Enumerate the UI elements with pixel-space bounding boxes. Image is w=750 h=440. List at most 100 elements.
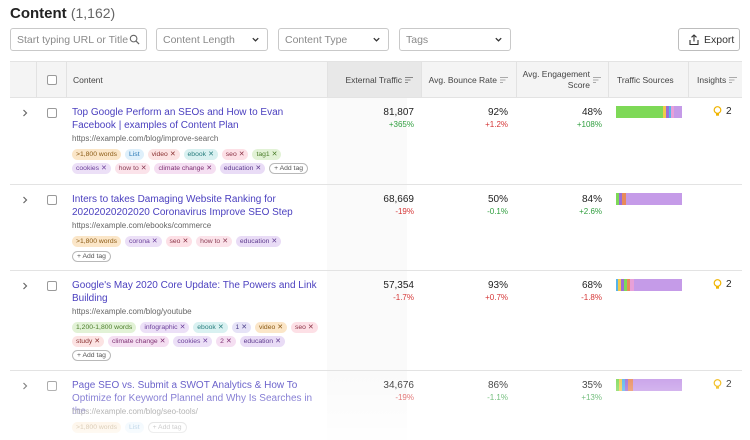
add-tag-button[interactable]: + Add tag [72, 350, 111, 361]
tag-chip[interactable]: 1 ✕ [231, 322, 251, 333]
bounce-rate-delta: +0.7% [485, 293, 508, 302]
remove-tag-icon[interactable]: ✕ [275, 338, 281, 345]
tag-chip[interactable]: corona ✕ [125, 236, 162, 247]
tag-chip[interactable]: infographic ✕ [140, 322, 190, 333]
column-external-traffic[interactable]: External Traffic [327, 62, 421, 97]
tag-chip[interactable]: ebook ✕ [183, 149, 218, 160]
insights-count[interactable]: 2 [713, 279, 732, 290]
tag-chip[interactable]: ebook ✕ [193, 322, 228, 333]
export-button[interactable]: Export [678, 28, 740, 51]
sort-icon [729, 76, 738, 83]
insights-count[interactable]: 2 [713, 379, 732, 390]
tag-list: >1,800 words List video ✕ ebook ✕ seo ✕ tag… [72, 149, 322, 174]
tag-chip[interactable]: climate change ✕ [154, 163, 216, 174]
remove-tag-icon[interactable]: ✕ [208, 151, 214, 158]
remove-tag-icon[interactable]: ✕ [202, 338, 209, 345]
remove-tag-icon[interactable]: ✕ [271, 151, 278, 158]
remove-tag-icon[interactable]: ✕ [217, 324, 224, 331]
tag-list: >1,800 words corona ✕ seo ✕ how to ✕ educat… [72, 236, 322, 262]
tag-chip[interactable]: List [125, 422, 144, 433]
remove-tag-icon[interactable]: ✕ [225, 338, 232, 345]
content-title-link[interactable]: Top Google Perform an SEOs and How to Ev… [72, 107, 284, 131]
tag-chip[interactable]: study ✕ [72, 336, 104, 347]
external-traffic-value: 34,676 [383, 380, 414, 391]
remove-tag-icon[interactable]: ✕ [255, 165, 262, 172]
tag-chip[interactable]: seo ✕ [290, 322, 318, 333]
remove-tag-icon[interactable]: ✕ [271, 238, 278, 245]
chevron-right-icon[interactable] [21, 282, 29, 290]
row-checkbox[interactable] [47, 195, 57, 205]
tag-chip[interactable]: education ✕ [235, 236, 282, 247]
insights-count[interactable]: 2 [713, 106, 732, 117]
content-title-link[interactable]: Google's May 2020 Core Update: The Power… [72, 280, 317, 304]
remove-tag-icon[interactable]: ✕ [182, 238, 189, 245]
bounce-rate-delta: -1.1% [487, 393, 508, 402]
tag-chip[interactable]: video ✕ [255, 322, 287, 333]
traffic-sources-bar[interactable] [616, 279, 682, 291]
tag-chip[interactable]: cookies ✕ [173, 336, 213, 347]
row-checkbox[interactable] [47, 281, 57, 291]
table-row[interactable]: Google's May 2020 Core Update: The Power… [10, 271, 742, 371]
column-insights[interactable]: Insights [688, 62, 742, 97]
chevron-right-icon[interactable] [21, 109, 29, 117]
tag-chip[interactable]: how to ✕ [114, 163, 151, 174]
remove-tag-icon[interactable]: ✕ [238, 151, 245, 158]
remove-tag-icon[interactable]: ✕ [179, 324, 186, 331]
remove-tag-icon[interactable]: ✕ [206, 165, 212, 172]
external-traffic-delta: -19% [395, 207, 414, 216]
add-tag-button[interactable]: + Add tag [269, 163, 309, 174]
tag-chip[interactable]: seo ✕ [165, 236, 193, 247]
chevron-right-icon[interactable] [21, 382, 29, 390]
tag-chip[interactable]: climate change ✕ [107, 336, 170, 347]
traffic-sources-bar[interactable] [616, 106, 682, 118]
tag-chip[interactable]: >1,800 words [72, 422, 121, 433]
tag-chip[interactable]: >1,800 words [72, 149, 121, 160]
search-input[interactable]: Start typing URL or Title [10, 28, 147, 51]
row-checkbox[interactable] [47, 381, 57, 391]
tag-chip[interactable]: 2 ✕ [216, 336, 236, 347]
column-content[interactable]: Content [66, 62, 327, 97]
remove-tag-icon[interactable]: ✕ [169, 151, 176, 158]
tag-chip[interactable]: >1,800 words [72, 236, 121, 247]
content-type-select[interactable]: Content Type [278, 28, 389, 51]
add-tag-button[interactable]: + Add tag [72, 251, 111, 262]
tag-chip[interactable]: video ✕ [147, 149, 180, 160]
remove-tag-icon[interactable]: ✕ [307, 324, 314, 331]
remove-tag-icon[interactable]: ✕ [277, 324, 283, 331]
engagement-score-value: 35% [581, 380, 602, 391]
remove-tag-icon[interactable]: ✕ [159, 338, 166, 345]
engagement-score-value: 84% [581, 194, 602, 205]
tag-chip[interactable]: seo ✕ [221, 149, 249, 160]
tag-chip[interactable]: tag1 ✕ [252, 149, 282, 160]
tag-chip[interactable]: education ✕ [219, 163, 266, 174]
remove-tag-icon[interactable]: ✕ [222, 238, 228, 245]
column-engagement-score[interactable]: Avg. Engagement Score [516, 62, 608, 97]
add-tag-button[interactable]: + Add tag [147, 422, 187, 433]
engagement-score-value: 48% [581, 107, 602, 118]
column-bounce-rate[interactable]: Avg. Bounce Rate [421, 62, 516, 97]
traffic-sources-bar[interactable] [616, 379, 682, 391]
table-row[interactable]: Inters to takes Damaging Website Ranking… [10, 185, 742, 271]
row-checkbox[interactable] [47, 108, 57, 118]
content-url: https://example.com/blog/seo-tools/ [72, 407, 198, 416]
remove-tag-icon[interactable]: ✕ [101, 165, 107, 172]
chevron-right-icon[interactable] [21, 196, 29, 204]
tags-select[interactable]: Tags [399, 28, 511, 51]
content-length-select[interactable]: Content Length [156, 28, 268, 51]
tag-chip[interactable]: education ✕ [239, 336, 285, 347]
remove-tag-icon[interactable]: ✕ [151, 238, 158, 245]
table-row[interactable]: Page SEO vs. Submit a SWOT Analytics & H… [10, 371, 742, 440]
tag-chip[interactable]: 1,200-1,800 words [72, 322, 137, 333]
lightbulb-icon [713, 379, 722, 389]
tag-chip[interactable]: List [125, 149, 144, 160]
tag-chip[interactable]: cookies ✕ [72, 163, 111, 174]
column-traffic-sources: Traffic Sources [608, 62, 688, 97]
remove-tag-icon[interactable]: ✕ [94, 338, 100, 345]
table-row[interactable]: Top Google Perform an SEOs and How to Ev… [10, 98, 742, 185]
content-title-link[interactable]: Inters to takes Damaging Website Ranking… [72, 194, 293, 218]
traffic-sources-bar[interactable] [616, 193, 682, 205]
tag-chip[interactable]: how to ✕ [196, 236, 232, 247]
remove-tag-icon[interactable]: ✕ [241, 324, 247, 331]
select-all-checkbox[interactable] [46, 74, 57, 85]
remove-tag-icon[interactable]: ✕ [140, 165, 147, 172]
